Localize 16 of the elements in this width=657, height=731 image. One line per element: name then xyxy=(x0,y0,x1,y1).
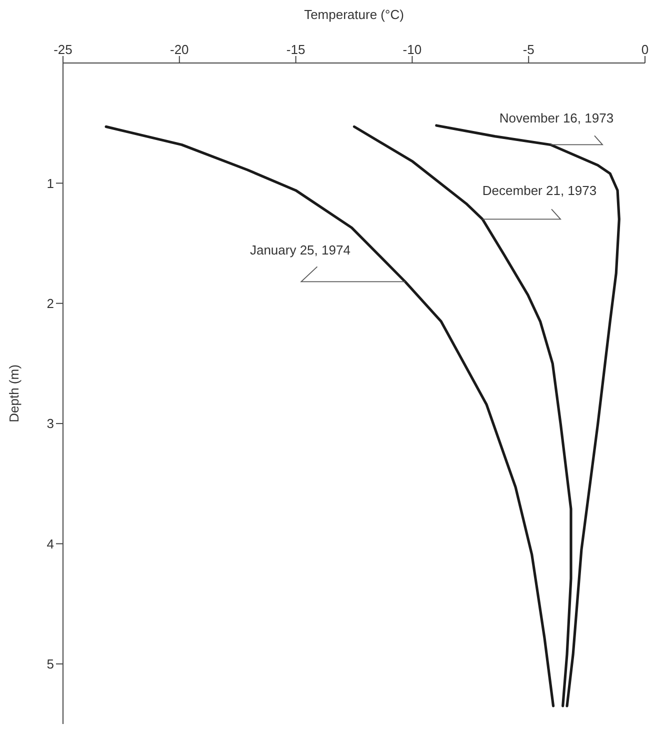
x-tick-label: -10 xyxy=(402,42,422,57)
x-tick-label: -5 xyxy=(522,42,534,57)
series-label: November 16, 1973 xyxy=(499,110,614,126)
x-axis-title: Temperature (°C) xyxy=(304,7,404,22)
y-tick-label: 4 xyxy=(46,536,54,552)
x-tick-label: 0 xyxy=(641,42,649,57)
x-tick-label: -25 xyxy=(54,42,72,57)
x-tick-label: -15 xyxy=(286,42,306,57)
x-tick-label: -20 xyxy=(170,42,189,57)
series-label: January 25, 1974 xyxy=(250,242,350,258)
y-tick-label: 5 xyxy=(46,656,54,672)
y-axis-title: Depth (m) xyxy=(6,364,22,422)
y-tick-label: 2 xyxy=(46,296,54,311)
y-tick-label: 1 xyxy=(46,176,54,191)
series-label: December 21, 1973 xyxy=(482,183,597,198)
y-tick-label: 3 xyxy=(46,416,54,432)
